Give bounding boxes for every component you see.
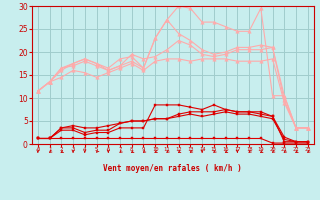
X-axis label: Vent moyen/en rafales ( km/h ): Vent moyen/en rafales ( km/h ) [103,164,242,173]
